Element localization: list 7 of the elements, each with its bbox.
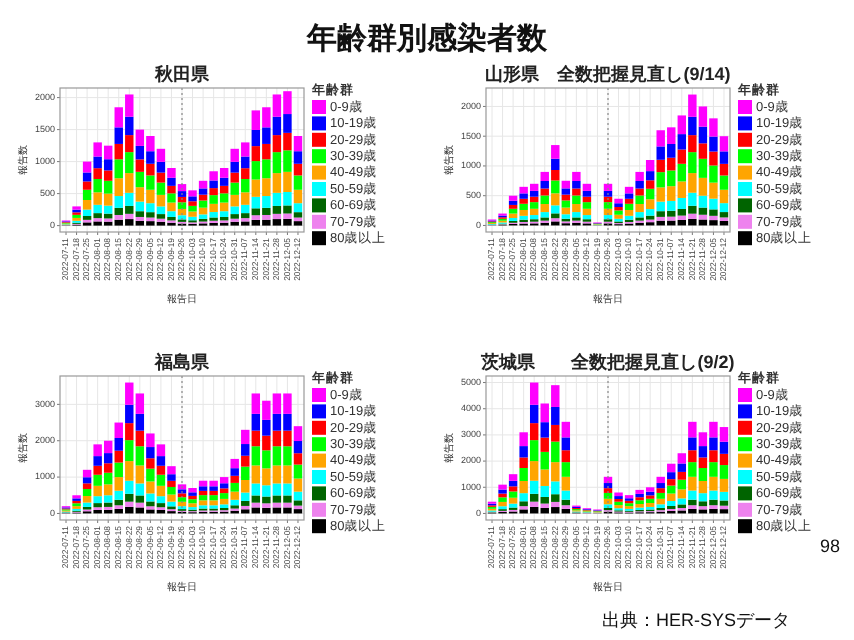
chart-title: 秋田県 [153, 64, 211, 84]
text: 98 [819, 536, 840, 556]
chart-title: 山形県 全数把握見直し(9/14) [485, 64, 731, 84]
chart-title: 福島県 [153, 352, 211, 372]
text: 年齢群別感染者数 [305, 20, 549, 56]
chart-title: 茨城県 全数把握見直し(9/2) [479, 352, 735, 372]
source-note: 出典：HER-SYSデータ [601, 610, 790, 630]
